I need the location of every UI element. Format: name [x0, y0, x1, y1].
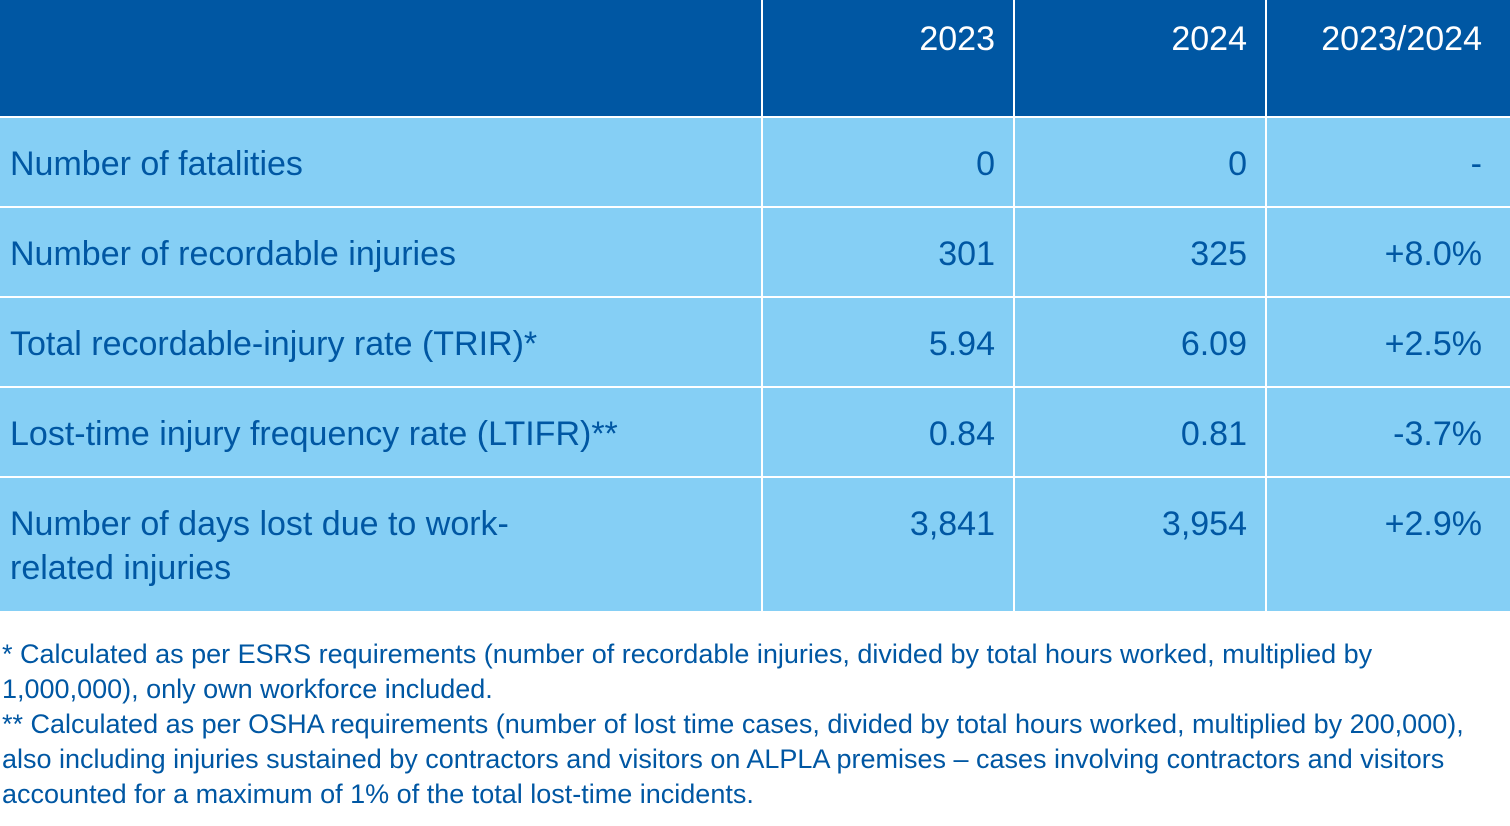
- row-label: Lost-time injury frequency rate (LTIFR)*…: [0, 386, 762, 477]
- value-2023: 5.94: [761, 296, 1014, 387]
- value-change: +8.0%: [1265, 206, 1510, 297]
- row-label-text: Number of days lost due to work-related …: [10, 505, 509, 587]
- table-row: Number of recordable injuries 301 325 +8…: [0, 206, 1510, 297]
- row-label: Number of fatalities: [0, 116, 762, 207]
- footnote-osha: ** Calculated as per OSHA requirements (…: [2, 709, 1464, 809]
- table-row: Number of fatalities 0 0 -: [0, 116, 1510, 207]
- row-label: Number of recordable injuries: [0, 206, 762, 297]
- value-2024: 0: [1013, 116, 1266, 207]
- header-label-column: [0, 0, 762, 117]
- header-2023: 2023: [761, 0, 1014, 117]
- value-2024: 325: [1013, 206, 1266, 297]
- value-2024: 0.81: [1013, 386, 1266, 477]
- value-2023: 3,841: [761, 476, 1014, 611]
- value-change: -: [1265, 116, 1510, 207]
- value-2023: 0.84: [761, 386, 1014, 477]
- row-label: Number of days lost due to work-related …: [0, 476, 762, 611]
- injury-statistics-table-container: 2023 2024 2023/2024 Number of fatalities…: [0, 0, 1510, 611]
- header-row: 2023 2024 2023/2024: [0, 0, 1510, 117]
- value-2023: 301: [761, 206, 1014, 297]
- injury-statistics-table: 2023 2024 2023/2024 Number of fatalities…: [0, 0, 1510, 611]
- table-row: Total recordable-injury rate (TRIR)* 5.9…: [0, 296, 1510, 387]
- value-2024: 6.09: [1013, 296, 1266, 387]
- value-change: +2.5%: [1265, 296, 1510, 387]
- footnotes: * Calculated as per ESRS requirements (n…: [2, 637, 1482, 812]
- table-body: Number of fatalities 0 0 - Number of rec…: [0, 116, 1510, 611]
- footnote-esrs: * Calculated as per ESRS requirements (n…: [2, 639, 1373, 704]
- value-2023: 0: [761, 116, 1014, 207]
- header-2024: 2024: [1013, 0, 1266, 117]
- value-change: -3.7%: [1265, 386, 1510, 477]
- row-label: Total recordable-injury rate (TRIR)*: [0, 296, 762, 387]
- table-header: 2023 2024 2023/2024: [0, 0, 1510, 117]
- table-row: Number of days lost due to work-related …: [0, 476, 1510, 611]
- value-2024: 3,954: [1013, 476, 1266, 611]
- value-change: +2.9%: [1265, 476, 1510, 611]
- table-row: Lost-time injury frequency rate (LTIFR)*…: [0, 386, 1510, 477]
- header-change: 2023/2024: [1265, 0, 1510, 117]
